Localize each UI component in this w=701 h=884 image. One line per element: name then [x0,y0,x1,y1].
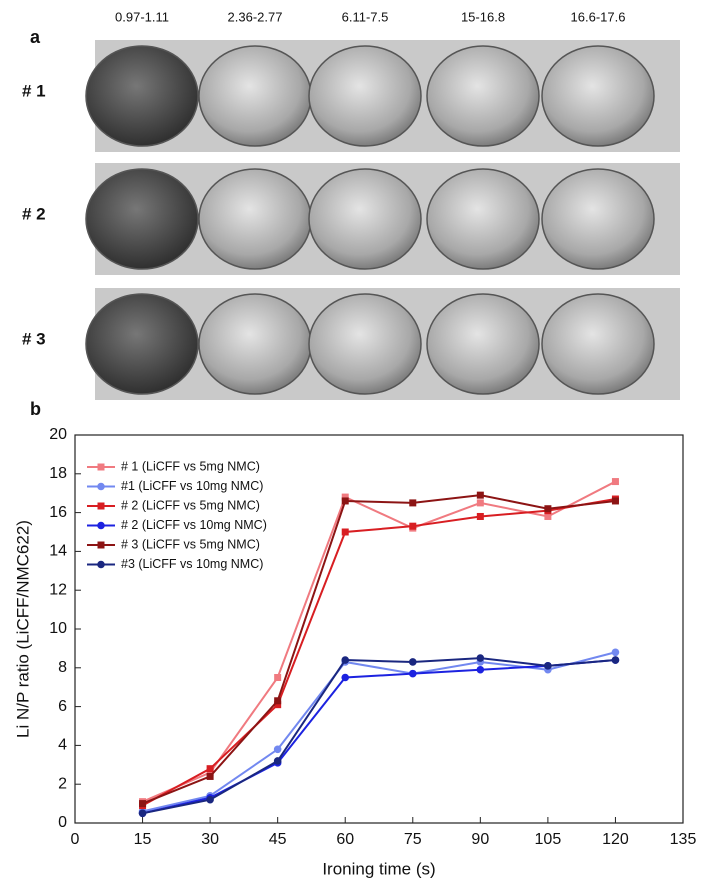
electrode-disk [427,169,539,269]
x-tick-label: 120 [602,831,629,848]
marker [342,497,349,504]
panel-label: b [30,399,41,419]
column-label: 2.36-2.77 [228,9,283,24]
marker [342,529,349,536]
electrode-disk [542,169,654,269]
legend-marker [98,464,105,471]
marker [274,757,282,765]
row-label: # 1 [22,81,46,100]
electrode-disk [199,294,311,394]
x-tick-label: 135 [670,831,697,848]
x-tick-label: 75 [404,831,422,848]
marker [274,697,281,704]
legend-marker [97,522,105,530]
figure: a b Ironing time (s) Li N/P ratio (LiCFF… [0,0,701,884]
y-tick-label: 18 [49,465,67,482]
column-label: 6.11-7.5 [342,9,389,24]
panel-label: a [30,27,41,47]
electrode-disk [309,46,421,146]
marker [612,656,620,664]
electrode-disk [199,169,311,269]
y-tick-label: 2 [58,775,67,792]
marker [612,648,620,656]
electrode-disk [86,294,198,394]
marker [274,745,282,753]
marker [139,800,146,807]
legend-marker [97,561,105,569]
legend-label: # 1 (LiCFF vs 5mg NMC) [121,459,260,473]
legend-label: #3 (LiCFF vs 10mg NMC) [121,557,263,571]
row-label: # 2 [22,204,46,223]
x-tick-label: 15 [134,831,152,848]
electrode-disk [542,46,654,146]
electrode-disk [86,46,198,146]
x-tick-label: 90 [471,831,489,848]
series-line [143,660,616,813]
y-tick-label: 12 [49,581,67,598]
y-tick-label: 6 [58,698,67,715]
legend-label: # 3 (LiCFF vs 5mg NMC) [121,537,260,551]
electrode-disk [427,46,539,146]
marker [477,666,485,674]
marker [409,670,417,678]
marker [477,513,484,520]
y-tick-label: 20 [49,426,67,443]
marker [612,478,619,485]
marker [409,658,417,666]
marker [409,523,416,530]
y-tick-label: 8 [58,659,67,676]
y-tick-label: 4 [58,737,67,754]
electrode-disk [542,294,654,394]
x-tick-label: 30 [201,831,219,848]
electrode-disk [309,169,421,269]
series-line [143,658,616,813]
column-label: 16.6-17.6 [571,9,626,24]
electrode-disk [86,169,198,269]
legend-marker [97,483,105,491]
marker [341,656,349,664]
x-tick-label: 45 [269,831,287,848]
x-tick-label: 105 [535,831,562,848]
x-axis-label: Ironing time (s) [322,859,435,878]
y-tick-label: 14 [49,543,67,560]
row-label: # 3 [22,329,46,348]
column-label: 15-16.8 [461,9,505,24]
marker [409,499,416,506]
marker [206,796,214,804]
y-tick-label: 16 [49,504,67,521]
marker [207,765,214,772]
legend-marker [98,542,105,549]
electrode-disk [427,294,539,394]
marker [477,492,484,499]
marker [274,674,281,681]
y-tick-label: 0 [58,814,67,831]
marker [544,505,551,512]
electrode-disk [309,294,421,394]
y-tick-label: 10 [49,620,67,637]
marker [544,662,552,670]
marker [612,497,619,504]
x-tick-label: 60 [336,831,354,848]
marker [477,499,484,506]
photo-panel [86,40,680,400]
marker [139,810,147,818]
legend-label: # 2 (LiCFF vs 10mg NMC) [121,518,267,532]
marker [207,773,214,780]
x-tick-label: 0 [71,831,80,848]
legend-label: # 2 (LiCFF vs 5mg NMC) [121,498,260,512]
marker [477,654,485,662]
legend-marker [98,503,105,510]
y-axis-label: Li N/P ratio (LiCFF/NMC622) [13,520,32,738]
legend-label: #1 (LiCFF vs 10mg NMC) [121,479,263,493]
column-label: 0.97-1.11 [115,9,169,24]
marker [341,674,349,682]
electrode-disk [199,46,311,146]
